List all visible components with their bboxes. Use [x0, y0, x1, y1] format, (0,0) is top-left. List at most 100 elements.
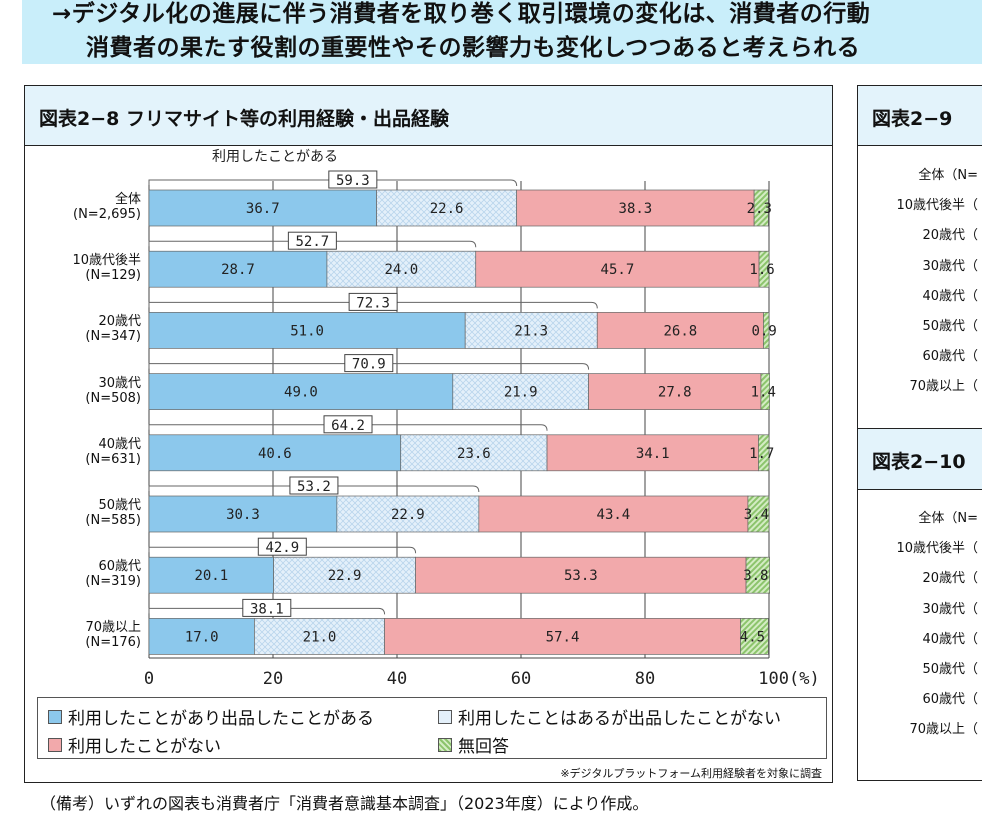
bar-value-label: 20.1 — [194, 568, 228, 584]
bar-value-label: 27.8 — [658, 385, 692, 401]
bar-segment — [254, 618, 385, 655]
bar-segment — [588, 373, 762, 410]
total-box — [328, 170, 378, 189]
bar-value-label: 43.4 — [597, 507, 631, 523]
bar-segment — [758, 434, 770, 472]
bracket — [148, 301, 598, 309]
x-tick-label: 80 — [635, 669, 655, 689]
x-tick-label: 60 — [511, 669, 531, 689]
bar-segment — [758, 250, 770, 288]
bar-segment — [760, 373, 770, 410]
x-tick-label: 100(%) — [758, 669, 819, 689]
row-group: 40歳代 — [98, 436, 141, 452]
row-n: (N=319) — [85, 574, 141, 590]
right-row-label: 全体（N= — [918, 511, 978, 526]
total-box — [242, 598, 292, 617]
bar-segment — [763, 312, 770, 349]
row-group: 70歳以上 — [85, 620, 141, 636]
bar-value-label: 49.0 — [284, 385, 318, 401]
bar-value-label: 45.7 — [601, 262, 635, 278]
legend-label: 利用したことがあり出品したことがある — [68, 709, 374, 729]
chart-note: ※デジタルプラットフォーム利用経験者を対象に調査 — [560, 767, 822, 780]
right-row-label: 30歳代（ — [922, 258, 978, 274]
bar-segment — [753, 189, 769, 227]
right-row-label: 40歳代（ — [922, 631, 978, 647]
bar-value-label: 22.6 — [430, 201, 464, 217]
bar-value-label: 1.6 — [749, 262, 774, 278]
bar-value-label: 1.4 — [751, 385, 776, 401]
total-box — [348, 292, 398, 311]
bar-segment — [273, 556, 416, 594]
legend-item: 利用したことがない — [48, 732, 221, 757]
total-box — [287, 231, 337, 250]
bar-segment — [148, 434, 402, 472]
bar-value-label: 4.5 — [740, 629, 765, 645]
bracket — [148, 607, 386, 615]
bracket-label: 利用したことがある — [212, 149, 338, 165]
x-tick-label: 0 — [144, 669, 154, 689]
bar-segment — [747, 495, 770, 533]
bracket — [148, 363, 590, 370]
row-label: 40歳代 (N=631) — [85, 433, 141, 467]
row-n: (N=129) — [85, 268, 141, 284]
bar-segment — [148, 495, 338, 533]
bar-segment — [148, 373, 454, 410]
bar-value-label: 21.9 — [504, 385, 538, 401]
right-row-label: 10歳代後半（ — [896, 198, 978, 214]
bracket — [148, 546, 417, 554]
bar-value-label: 24.0 — [384, 262, 418, 278]
headline-line-1: →デジタル化の進展に伴う消費者を取り巻く取引環境の変化は、消費者の行動 — [52, 1, 871, 27]
chart-title: 図表2−8 フリマサイト等の利用経験・出品経験 — [25, 86, 832, 146]
headline-line-2: 消費者の果たす役割の重要性やその影響力も変化しつつあると考えられる — [86, 35, 861, 61]
right-row-label: 50歳代（ — [922, 319, 978, 334]
row-label: 全体 (N=2,695) — [73, 188, 141, 222]
chart-panel: 図表2−8 フリマサイト等の利用経験・出品経験 全体 (N=2,695) 10歳代後… — [24, 85, 833, 783]
row-label: 30歳代 (N=508) — [85, 372, 141, 406]
bar-value-label: 22.9 — [391, 507, 425, 523]
total-used-label: 59.3 — [336, 173, 370, 189]
right-row-label: 50歳代（ — [922, 662, 978, 677]
bar-value-label: 1.7 — [749, 446, 774, 462]
total-used-label: 42.9 — [265, 540, 299, 556]
legend-swatch — [48, 737, 62, 752]
row-group: 30歳代 — [98, 375, 141, 391]
bar-value-label: 30.3 — [226, 507, 260, 523]
total-box — [323, 415, 373, 434]
right-row-label: 30歳代（ — [922, 601, 978, 617]
bar-segment — [148, 250, 328, 288]
right-row-label: 20歳代（ — [922, 571, 978, 587]
bar-segment — [596, 312, 764, 349]
bracket — [148, 424, 548, 431]
bar-value-label: 28.7 — [221, 262, 255, 278]
total-used-label: 53.2 — [297, 479, 331, 495]
row-n: (N=176) — [85, 635, 141, 651]
row-group: 20歳代 — [98, 314, 141, 330]
bar-value-label: 23.6 — [457, 446, 491, 462]
row-n: (N=508) — [85, 390, 141, 406]
bar-segment — [740, 618, 769, 655]
bar-value-label: 53.3 — [564, 568, 598, 584]
bar-value-label: 40.6 — [258, 446, 292, 462]
x-tick-label: 40 — [387, 669, 407, 689]
right-row-label: 70歳以上（ — [909, 722, 978, 738]
bar-segment — [745, 556, 770, 594]
bar-segment — [464, 312, 598, 349]
bar-segment — [148, 312, 466, 349]
row-label: 10歳代後半 (N=129) — [72, 249, 141, 283]
right-row-label: 全体（N= — [918, 168, 978, 183]
row-group: 60歳代 — [98, 559, 141, 575]
row-label: 50歳代 (N=585) — [85, 494, 141, 528]
bar-value-label: 0.9 — [752, 323, 777, 339]
bar-value-label: 57.4 — [546, 629, 580, 645]
bar-segment — [452, 373, 589, 410]
right-row-label: 60歳代（ — [922, 349, 978, 365]
right-row-label: 70歳以上（ — [909, 379, 978, 395]
total-box — [257, 537, 307, 556]
bar-segment — [148, 618, 255, 655]
right-panel: 図表2−9 図表2−10 全体（N= 10歳代後半（ 20歳代（ 30歳代（ 40歳代（… — [857, 85, 982, 781]
legend-label: 無回答 — [458, 737, 509, 757]
bar-value-label: 2.3 — [747, 201, 772, 217]
bracket — [148, 240, 477, 248]
bar-value-label: 21.0 — [303, 629, 337, 645]
row-label: 20歳代 (N=347) — [85, 310, 141, 344]
